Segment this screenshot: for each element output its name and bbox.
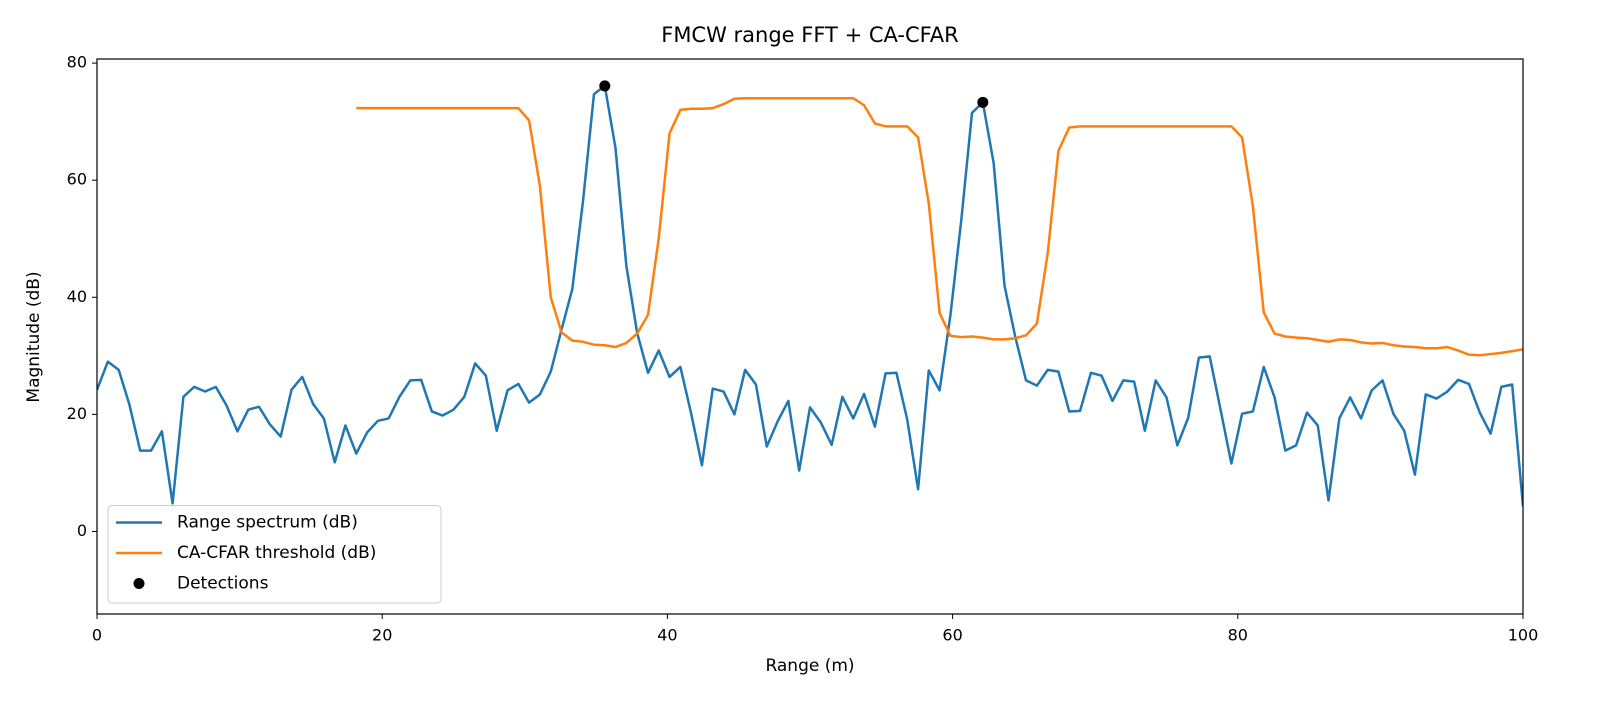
x-tick-label: 100 bbox=[1508, 626, 1539, 645]
y-tick-label: 20 bbox=[67, 404, 87, 423]
line-series bbox=[97, 84, 1523, 507]
y-tick-label: 80 bbox=[67, 53, 87, 72]
x-axis-label: Range (m) bbox=[765, 656, 854, 676]
y-tick-label: 0 bbox=[77, 521, 87, 540]
y-tick-label: 40 bbox=[67, 287, 87, 306]
detection-point bbox=[599, 80, 611, 92]
legend-box bbox=[107, 505, 442, 604]
legend: Range spectrum (dB) CA-CFAR threshold (dB… bbox=[107, 505, 442, 604]
detection-point bbox=[977, 96, 989, 108]
legend-marker bbox=[133, 578, 145, 589]
x-tick-label: 80 bbox=[1228, 626, 1248, 645]
plot-frame bbox=[96, 58, 1524, 615]
legend-label: CA-CFAR threshold (dB) bbox=[177, 543, 376, 563]
x-tick-label: 20 bbox=[372, 626, 392, 645]
line-series bbox=[356, 96, 1523, 357]
legend-label: Range spectrum (dB) bbox=[177, 513, 358, 533]
y-tick-label: 60 bbox=[67, 170, 87, 189]
x-tick-label: 40 bbox=[657, 626, 677, 645]
x-tick-label: 0 bbox=[92, 626, 102, 645]
chart-title: FMCW range FFT + CA-CFAR bbox=[661, 23, 959, 47]
x-tick-label: 60 bbox=[942, 626, 962, 645]
y-axis-label: Magnitude (dB) bbox=[24, 271, 44, 402]
legend-label: Detections bbox=[177, 574, 269, 594]
